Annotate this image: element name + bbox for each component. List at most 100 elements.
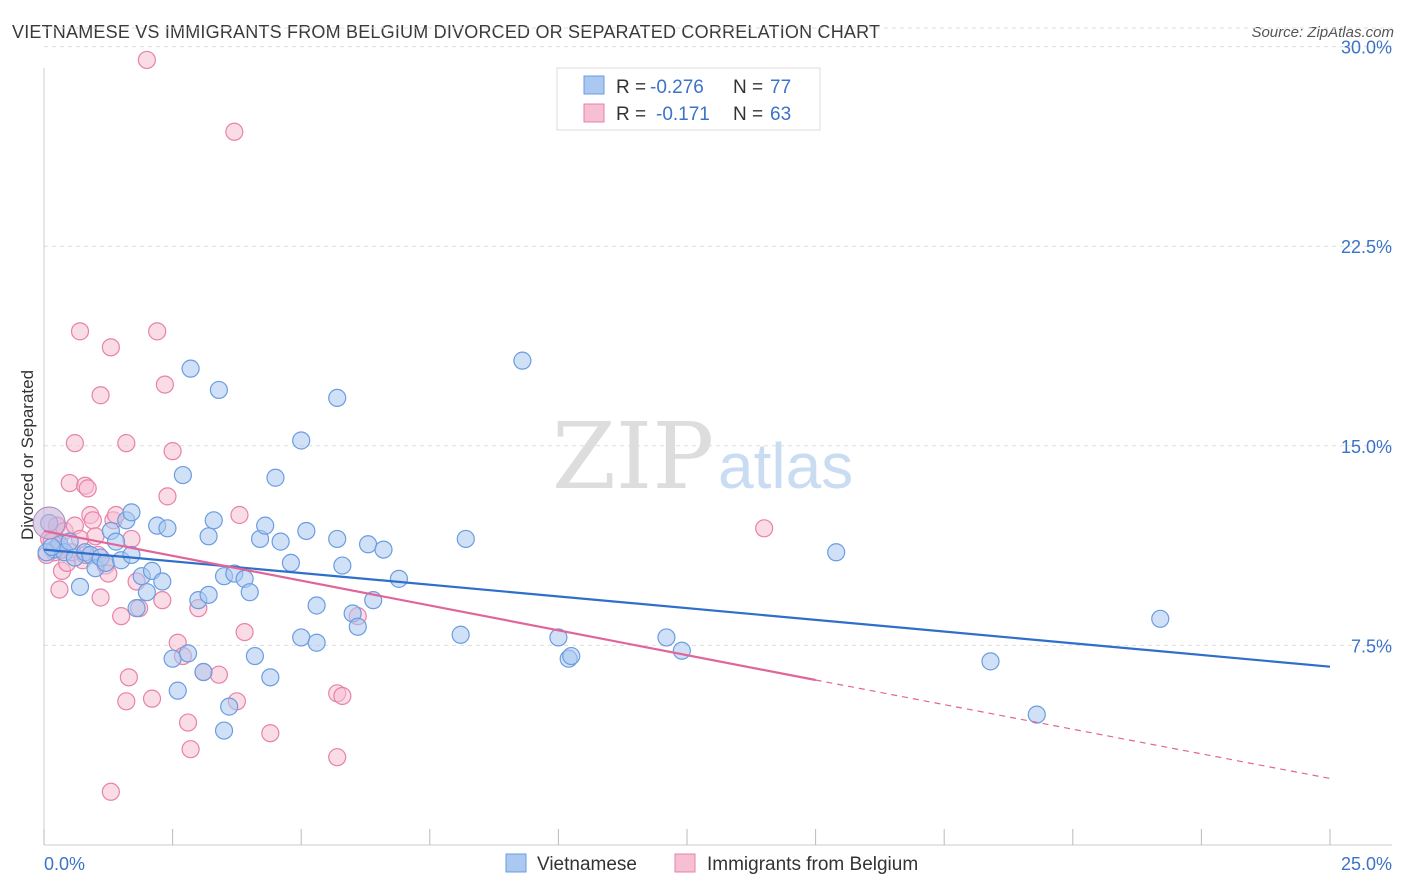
vietnamese-point bbox=[328, 388, 347, 408]
legend-top: R = -0.276 N = 77 R = -0.171 N = 63 bbox=[556, 67, 821, 131]
legend-n-value-1: 77 bbox=[770, 77, 791, 98]
belgium-point bbox=[328, 748, 347, 767]
legend-r-value-2: -0.171 bbox=[656, 104, 710, 125]
vietnamese-point bbox=[281, 553, 301, 573]
belgium-point bbox=[70, 322, 90, 341]
axes bbox=[43, 68, 1392, 846]
vietnamese-point bbox=[163, 649, 182, 668]
belgium-point bbox=[65, 434, 84, 453]
belgium-point bbox=[261, 724, 280, 743]
legend-bottom-label-vietnamese: Vietnamese bbox=[537, 854, 637, 875]
belgium-point bbox=[50, 580, 69, 599]
belgium-point bbox=[163, 442, 182, 461]
vietnamese-point bbox=[220, 697, 239, 716]
belgium-point bbox=[755, 519, 774, 538]
vietnamese-point bbox=[240, 583, 259, 602]
belgium-point bbox=[101, 782, 120, 801]
y-tick-label: 22.5% bbox=[1341, 237, 1392, 257]
legend-bottom: Vietnamese Immigrants from Belgium bbox=[505, 853, 918, 875]
belgium-point bbox=[91, 588, 110, 607]
belgium-point bbox=[117, 434, 136, 453]
belgium-point bbox=[148, 322, 167, 341]
legend-swatch-vietnamese bbox=[583, 75, 605, 95]
vietnamese-point bbox=[307, 596, 326, 615]
belgium-point bbox=[78, 479, 97, 498]
legend-bottom-swatch-vietnamese bbox=[505, 853, 527, 873]
y-tick-label: 7.5% bbox=[1351, 636, 1392, 656]
vietnamese-point bbox=[194, 662, 213, 682]
vietnamese-point bbox=[456, 529, 475, 549]
legend-r-label-2: R = bbox=[616, 104, 646, 125]
y-tick-label: 15.0% bbox=[1341, 437, 1392, 457]
vietnamese-point bbox=[562, 646, 581, 666]
vietnamese-point bbox=[348, 617, 367, 636]
vietnamese-point bbox=[127, 599, 146, 618]
legend-bottom-swatch-belgium bbox=[674, 853, 696, 873]
vietnamese-point bbox=[981, 652, 1000, 671]
vietnamese-point bbox=[1027, 705, 1046, 724]
vietnamese-point bbox=[657, 628, 676, 647]
vietnamese-point bbox=[328, 529, 347, 549]
vietnamese-point bbox=[451, 625, 470, 644]
vietnamese-point bbox=[549, 628, 568, 647]
legend-n-label-1: N = bbox=[733, 77, 763, 98]
x-tick-label-min: 0.0% bbox=[44, 854, 85, 874]
belgium-point bbox=[119, 668, 138, 687]
belgium-point bbox=[117, 692, 136, 711]
vietnamese-point bbox=[204, 511, 223, 530]
legend-n-value-2: 63 bbox=[770, 104, 791, 125]
belgium-point bbox=[225, 122, 244, 141]
vietnamese-point bbox=[42, 537, 61, 557]
vietnamese-point bbox=[358, 535, 378, 554]
belgium-point bbox=[153, 591, 172, 610]
vietnamese-point bbox=[199, 585, 218, 604]
legend-n-label-2: N = bbox=[733, 104, 763, 125]
vietnamese-point bbox=[137, 583, 156, 602]
vietnamese-point bbox=[153, 572, 172, 591]
vietnamese-point bbox=[245, 646, 265, 666]
vietnamese-point bbox=[672, 641, 691, 660]
x-tick-label-max: 25.0% bbox=[1341, 854, 1392, 874]
legend-r-label-1: R = bbox=[616, 77, 646, 98]
belgium-point bbox=[333, 686, 352, 706]
belgium-point bbox=[230, 505, 249, 525]
vietnamese-point bbox=[333, 556, 352, 575]
trend-line-belgium bbox=[43, 529, 816, 682]
cluster-point bbox=[32, 506, 66, 540]
belgium-point bbox=[155, 375, 174, 394]
belgium-point bbox=[158, 487, 177, 506]
vietnamese-point bbox=[122, 503, 141, 522]
vietnamese-point bbox=[827, 543, 846, 562]
y-axis-title: Divorced or Separated bbox=[18, 370, 37, 540]
vietnamese-point bbox=[214, 721, 234, 740]
vietnamese-point bbox=[70, 577, 90, 596]
vietnamese-point bbox=[513, 351, 532, 370]
belgium-point bbox=[235, 622, 254, 642]
grid-lines bbox=[44, 27, 1392, 646]
vietnamese-point bbox=[389, 569, 409, 588]
vietnamese-point bbox=[158, 519, 177, 538]
vietnamese-point bbox=[178, 644, 198, 663]
vietnamese-point bbox=[256, 516, 275, 535]
vietnamese-point bbox=[271, 532, 290, 551]
watermark: ZIP atlas bbox=[552, 403, 853, 510]
vietnamese-point bbox=[261, 668, 280, 687]
belgium-point bbox=[91, 386, 110, 405]
belgium-point bbox=[122, 529, 141, 549]
belgium-point bbox=[83, 511, 102, 530]
vietnamese-point bbox=[266, 468, 285, 487]
vietnamese-point bbox=[297, 521, 316, 541]
vietnamese-point bbox=[292, 628, 311, 647]
vietnamese-point bbox=[209, 380, 228, 400]
belgium-point bbox=[137, 50, 156, 70]
vietnamese-point bbox=[173, 465, 192, 485]
vietnamese-point bbox=[96, 553, 115, 573]
y-tick-labels: 7.5% 15.0% 22.5% 30.0% bbox=[1341, 38, 1392, 657]
vietnamese-point bbox=[106, 532, 126, 551]
belgium-point bbox=[112, 607, 131, 626]
legend-bottom-label-belgium: Immigrants from Belgium bbox=[707, 854, 918, 875]
belgium-point bbox=[101, 338, 120, 357]
belgium-point bbox=[181, 740, 200, 759]
trend-line-vietnamese bbox=[43, 548, 1331, 668]
